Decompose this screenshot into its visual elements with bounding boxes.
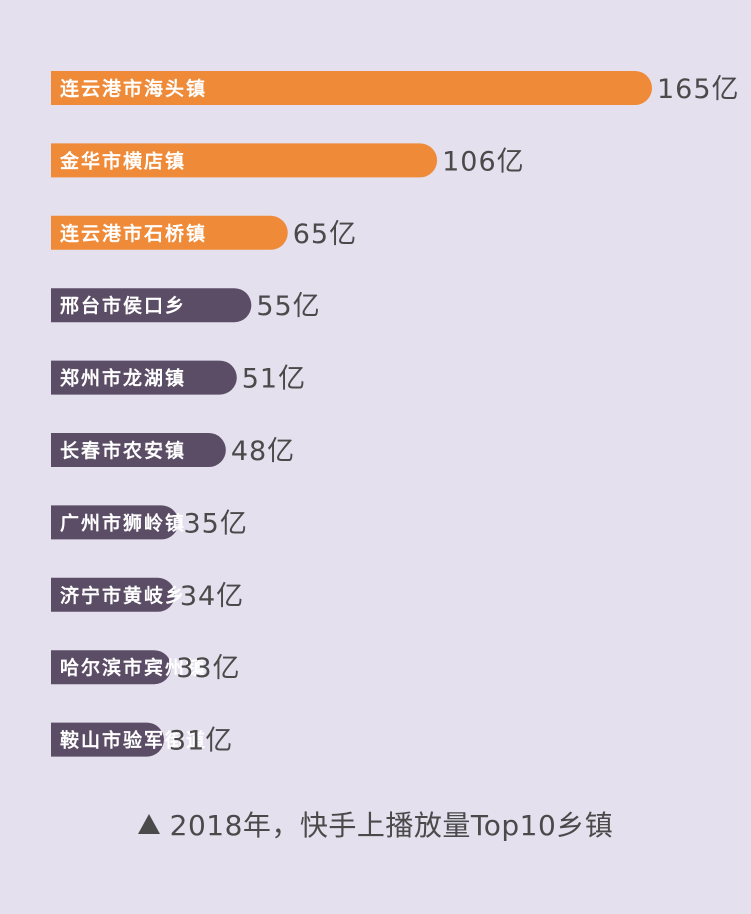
bar-7 xyxy=(51,505,179,540)
bar-label-2: 金华市横店镇 xyxy=(59,149,186,172)
bar-6 xyxy=(51,433,226,467)
value-label-2: 106亿 xyxy=(442,146,525,177)
chart-caption-text: 2018年，快手上播放量Top10乡镇 xyxy=(169,809,614,842)
value-label-3: 65亿 xyxy=(293,219,357,250)
bar-label-6: 长春市农安镇 xyxy=(60,439,186,462)
value-label-4: 55亿 xyxy=(256,291,320,322)
bar-3 xyxy=(51,215,288,250)
bar-label-8: 济宁市黄岐乡 xyxy=(60,584,186,607)
bar-label-5: 郑州市龙湖镇 xyxy=(60,367,186,390)
bar-5 xyxy=(51,360,237,395)
bar-label-1: 连云港市海头镇 xyxy=(60,77,207,100)
bar-1 xyxy=(51,71,652,105)
bar-10 xyxy=(51,722,164,757)
bar-label-10: 鞍山市验军街道 xyxy=(60,729,207,752)
bar-label-4: 邢台市侯口乡 xyxy=(60,294,186,317)
bar-9 xyxy=(51,650,172,685)
value-label-5: 51亿 xyxy=(242,364,306,395)
bar-4 xyxy=(51,288,252,323)
value-label-10: 31亿 xyxy=(169,726,233,757)
triangle-up-icon xyxy=(137,814,160,834)
bar-label-7: 广州市狮岭镇 xyxy=(60,511,186,534)
value-label-9: 33亿 xyxy=(176,653,240,684)
bar-label-9: 哈尔滨市宾州镇 xyxy=(60,656,207,679)
value-label-7: 35亿 xyxy=(183,508,247,539)
value-label-1: 165亿 xyxy=(657,74,740,105)
bar-8 xyxy=(51,577,175,612)
bar-2 xyxy=(51,143,438,178)
value-label-6: 48亿 xyxy=(231,436,295,467)
chart-caption: 2018年，快手上播放量Top10乡镇 xyxy=(0,804,751,844)
value-label-8: 34亿 xyxy=(180,581,244,612)
bar-label-3: 连云港市石桥镇 xyxy=(60,222,207,245)
